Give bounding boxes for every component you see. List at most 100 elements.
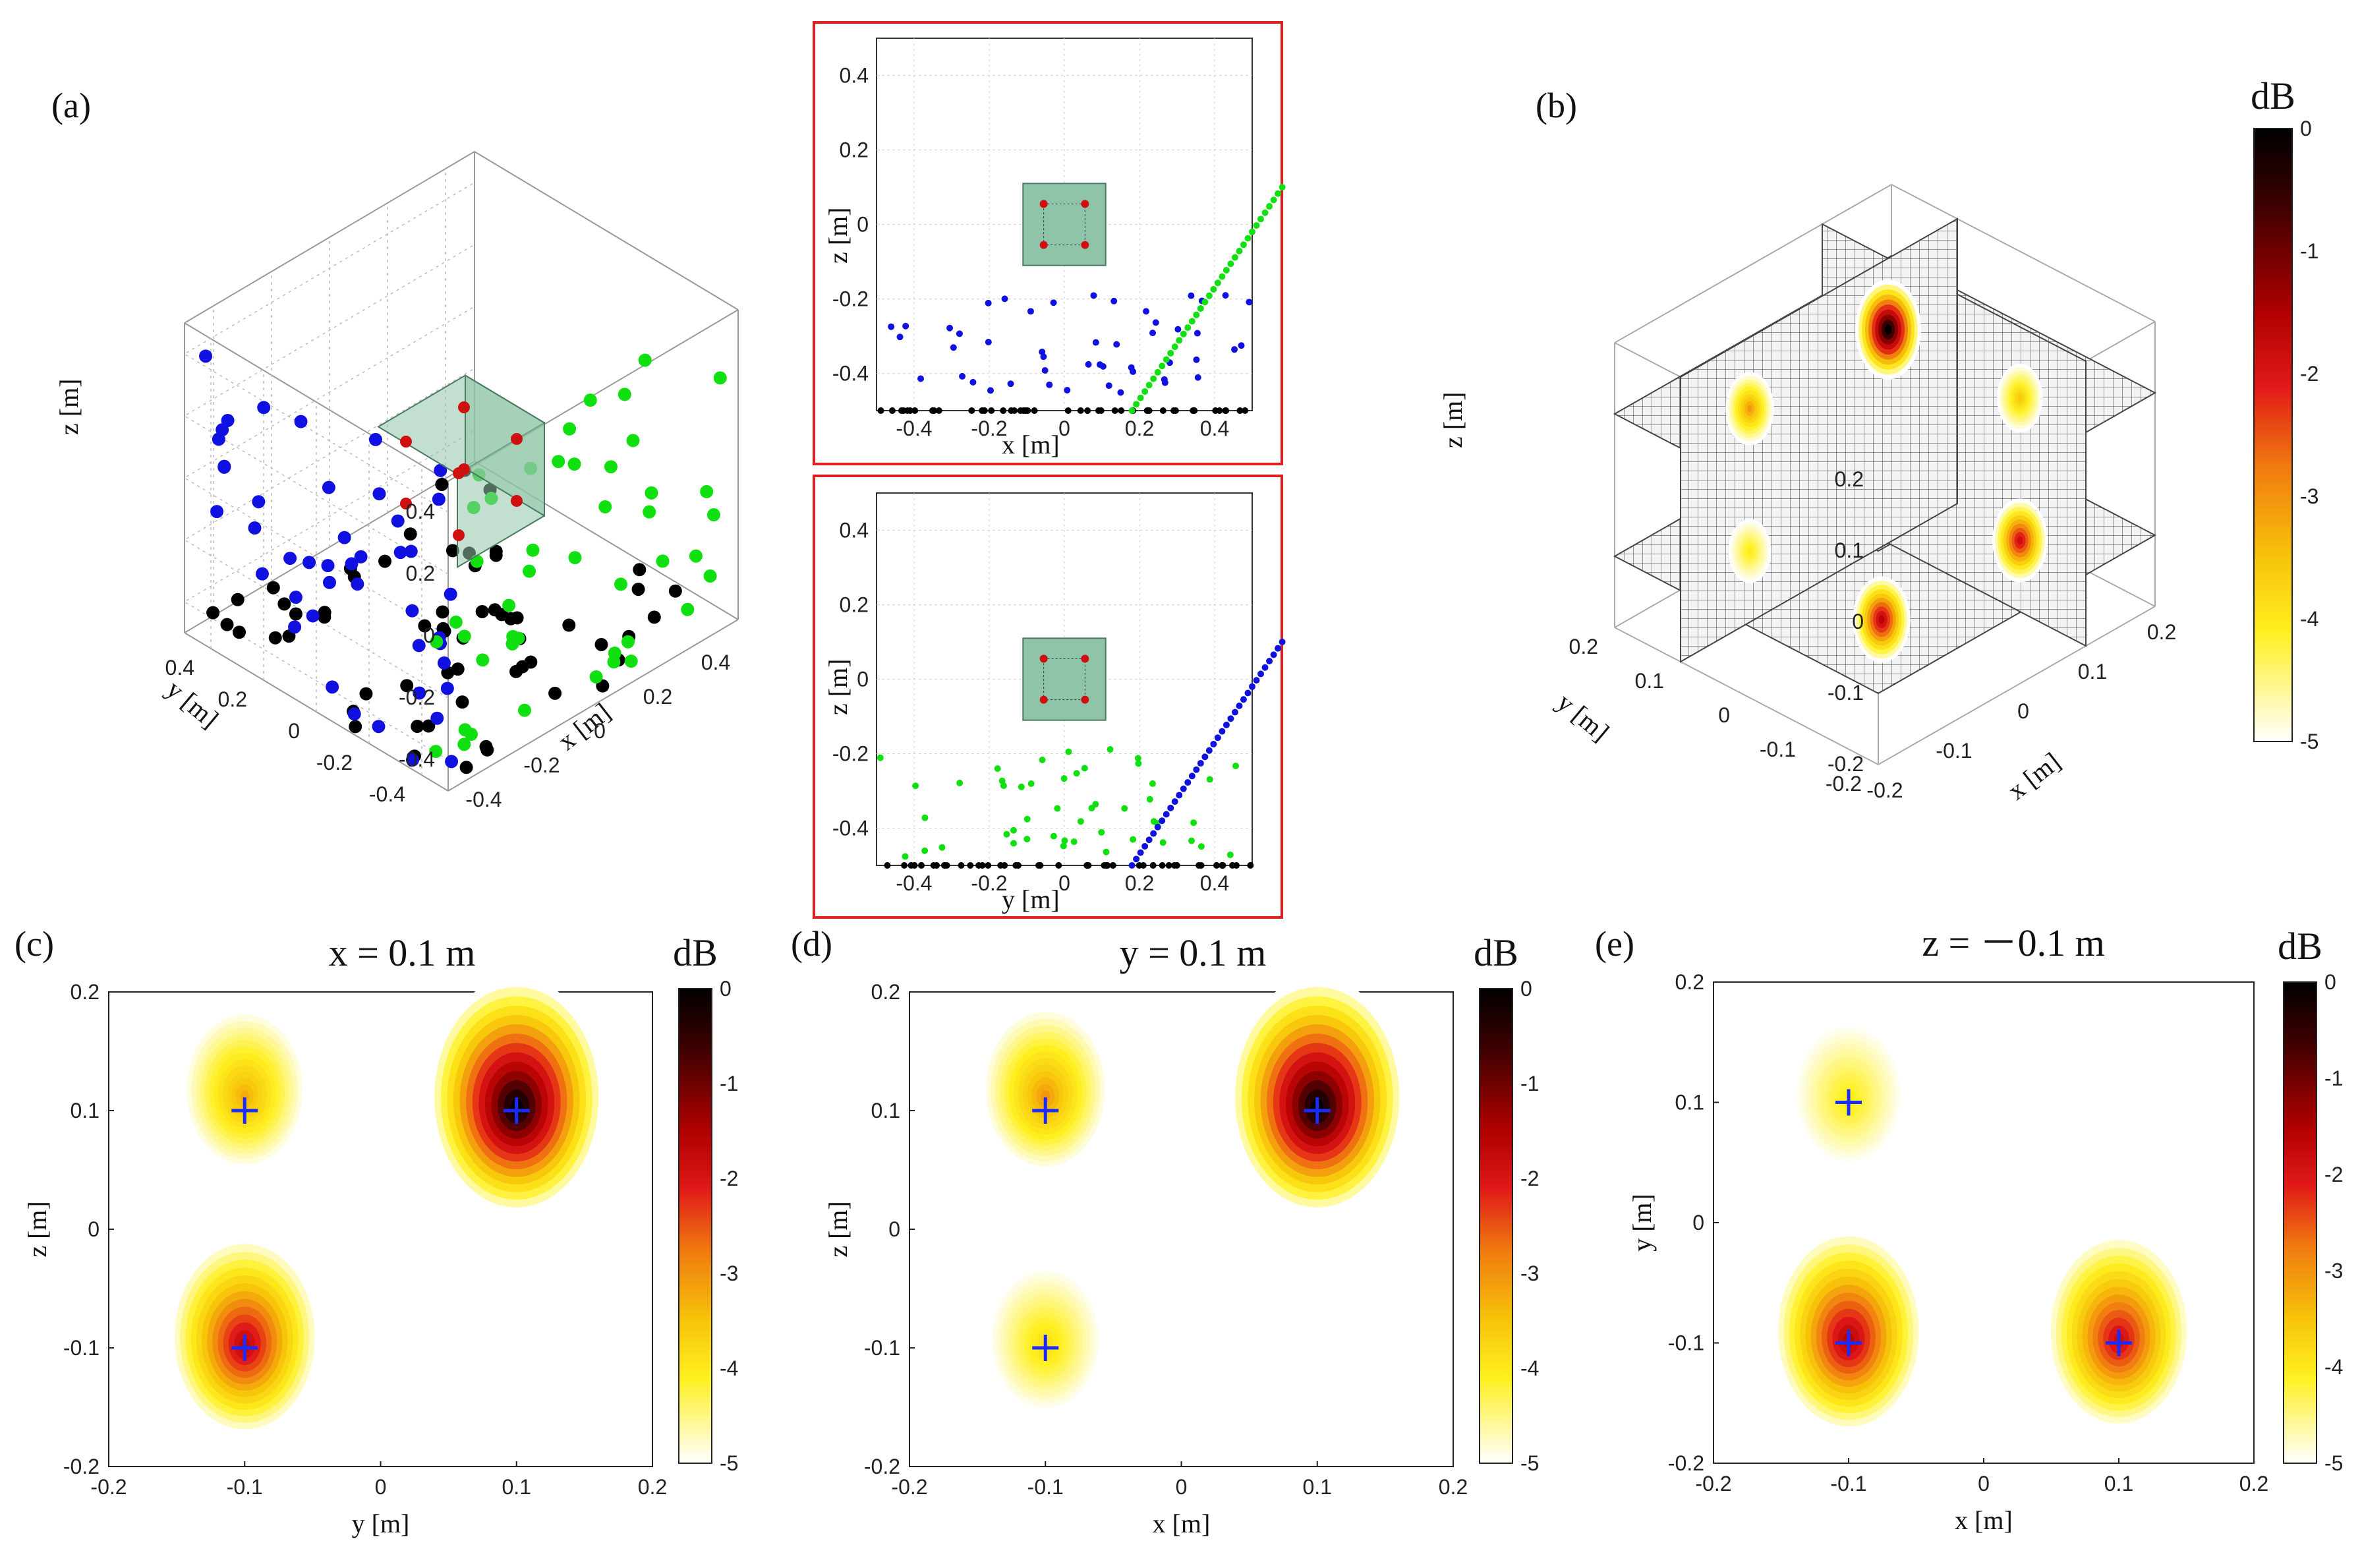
c-xtick-2: 0 bbox=[375, 1475, 387, 1499]
yz-edge-dot-29 bbox=[1253, 677, 1260, 684]
a3d-point-130 bbox=[457, 629, 471, 643]
xz-edge-dot-22 bbox=[1223, 266, 1230, 274]
e-ytick-1: 0.1 bbox=[1675, 1091, 1704, 1115]
a3d-source-3 bbox=[458, 401, 470, 413]
yz-array-dot-21 bbox=[938, 844, 946, 851]
e-colorbar-gradient bbox=[2283, 981, 2317, 1464]
xz-source-square bbox=[1043, 203, 1085, 246]
b-ytick-4: -0.2 bbox=[1826, 772, 1862, 796]
xz-ytick-1: 0.2 bbox=[840, 138, 869, 162]
e-cbar-tick-2: -2 bbox=[2324, 1163, 2343, 1186]
a3d-point-77 bbox=[322, 480, 335, 494]
a3d-point-96 bbox=[445, 755, 459, 769]
yz-xtick-4: 0.4 bbox=[1200, 871, 1229, 895]
b-edge-4 bbox=[1614, 627, 1879, 765]
a3d-ztick-0: 0.4 bbox=[406, 500, 435, 523]
a3d-point-65 bbox=[322, 575, 336, 589]
panel-b-3d-slices: 0.2 0.1 0 -0.1 -0.2-0.2 -0.1 0 0.1 0.2 0.2 0.1 0 -0.… bbox=[1438, 74, 2319, 805]
e-cbar-label: dB bbox=[2278, 925, 2322, 968]
xz-array-dot-14 bbox=[1149, 330, 1157, 337]
b-hotspot-4-level-9 bbox=[2017, 536, 2023, 545]
a3d-point-145 bbox=[552, 455, 565, 469]
b-ztick-2: 0 bbox=[1852, 610, 1864, 633]
c-colorbar-gradient bbox=[678, 988, 712, 1464]
a3d-point-89 bbox=[404, 544, 418, 558]
yz-array-dot-4 bbox=[1039, 757, 1046, 764]
a3d-point-97 bbox=[337, 531, 351, 544]
yz-bottom-dot-32 bbox=[1165, 862, 1172, 869]
a3d-point-95 bbox=[345, 557, 359, 571]
a3d-point-14 bbox=[418, 619, 432, 633]
xz-bottom-dot-12 bbox=[888, 407, 896, 414]
yz-edge-dot-33 bbox=[1270, 651, 1277, 658]
xz-array-dot-44 bbox=[1110, 297, 1118, 305]
a3d-point-57 bbox=[459, 761, 473, 774]
b-cbar-label: dB bbox=[2251, 74, 2295, 117]
yz-edge-dot-15 bbox=[1193, 766, 1200, 773]
a3d-bounding-box bbox=[183, 151, 739, 792]
d-ytick-0: 0.2 bbox=[871, 980, 900, 1004]
yz-array-dot-35 bbox=[1103, 848, 1110, 856]
e-cbar-tick-5: -5 bbox=[2324, 1451, 2343, 1475]
yz-source-0 bbox=[1039, 654, 1048, 663]
a3d-point-147 bbox=[626, 434, 640, 448]
a3d-point-92 bbox=[412, 639, 426, 653]
e-title: z = －0.1 m bbox=[1922, 921, 2105, 964]
yz-array-dot-15 bbox=[998, 777, 1006, 784]
yz-array-dot-36 bbox=[1061, 837, 1068, 844]
a3d-point-13 bbox=[668, 584, 682, 598]
xz-edge-dot-28 bbox=[1249, 228, 1255, 235]
b-ztick-1: 0.1 bbox=[1835, 538, 1864, 562]
yz-array-dot-40 bbox=[956, 779, 964, 786]
b-ylabel: y [m] bbox=[1551, 687, 1615, 747]
xz-bottom-dot-36 bbox=[935, 407, 942, 414]
a3d-edge-8 bbox=[447, 619, 739, 792]
b-ytick-1: 0.1 bbox=[1635, 669, 1664, 693]
d-xtick-4: 0.2 bbox=[1439, 1475, 1468, 1499]
a3d-ytick-2: 0 bbox=[288, 719, 300, 743]
b-hotspot-0-level-9 bbox=[1885, 324, 1891, 335]
xz-bottom-dot-23 bbox=[1159, 407, 1167, 414]
xz-bottom-dot-11 bbox=[968, 407, 975, 414]
yz-plot-area: -0.4 -0.2 0 0.2 0.4 0.4 0.2 0 -0.2 -0.4 bbox=[832, 492, 1286, 895]
yz-edge-dot-23 bbox=[1227, 715, 1234, 722]
b-hotspot-1-level-9 bbox=[1747, 405, 1752, 413]
b-xtick-3: 0.1 bbox=[2078, 660, 2107, 683]
xz-xtick-3: 0.2 bbox=[1125, 417, 1154, 440]
a3d-point-21 bbox=[220, 618, 234, 631]
a3d-point-94 bbox=[405, 604, 419, 618]
a3d-xtick-2: 0 bbox=[594, 719, 606, 743]
e-xtick-3: 0.1 bbox=[2104, 1472, 2133, 1495]
xz-array-dot-41 bbox=[1092, 339, 1099, 346]
xz-xtick-2: 0 bbox=[1058, 417, 1070, 440]
a3d-source-7 bbox=[458, 463, 470, 475]
a3d-point-56 bbox=[480, 743, 494, 757]
xz-edge-dot-18 bbox=[1205, 292, 1213, 299]
yz-array-dot-37 bbox=[1149, 780, 1156, 787]
a3d-point-134 bbox=[589, 670, 603, 683]
yz-bottom-dot-9 bbox=[911, 862, 918, 869]
xz-bottom-dot-28 bbox=[1145, 407, 1153, 414]
yz-bottom-dot-41 bbox=[1219, 862, 1226, 869]
d-ylabel: z [m] bbox=[823, 1201, 853, 1258]
yz-array-dot-32 bbox=[1081, 765, 1088, 772]
yz-edge-dot-16 bbox=[1197, 760, 1204, 767]
xz-source-region bbox=[1022, 183, 1107, 266]
a3d-ylabel: y [m] bbox=[161, 674, 224, 734]
xz-edge-dot-5 bbox=[1150, 375, 1157, 382]
a3d-point-127 bbox=[621, 635, 635, 649]
yz-bottom-dot-10 bbox=[1159, 862, 1166, 869]
e-xtick-4: 0.2 bbox=[2239, 1472, 2268, 1495]
a3d-edge-5 bbox=[184, 322, 449, 482]
a3d-ytick-0: 0.4 bbox=[165, 656, 194, 680]
e-ytick-2: 0 bbox=[1692, 1211, 1704, 1234]
a3d-point-136 bbox=[614, 577, 628, 591]
a3d-point-83 bbox=[221, 413, 235, 427]
yz-ytick-4: -0.4 bbox=[832, 817, 869, 840]
c-cbar-tick-4: -4 bbox=[720, 1356, 738, 1380]
a3d-point-67 bbox=[368, 432, 382, 446]
yz-array-dot-7 bbox=[1134, 755, 1141, 762]
xz-bottom-dot-17 bbox=[1191, 407, 1198, 414]
d-peak-1 bbox=[1228, 977, 1406, 1215]
